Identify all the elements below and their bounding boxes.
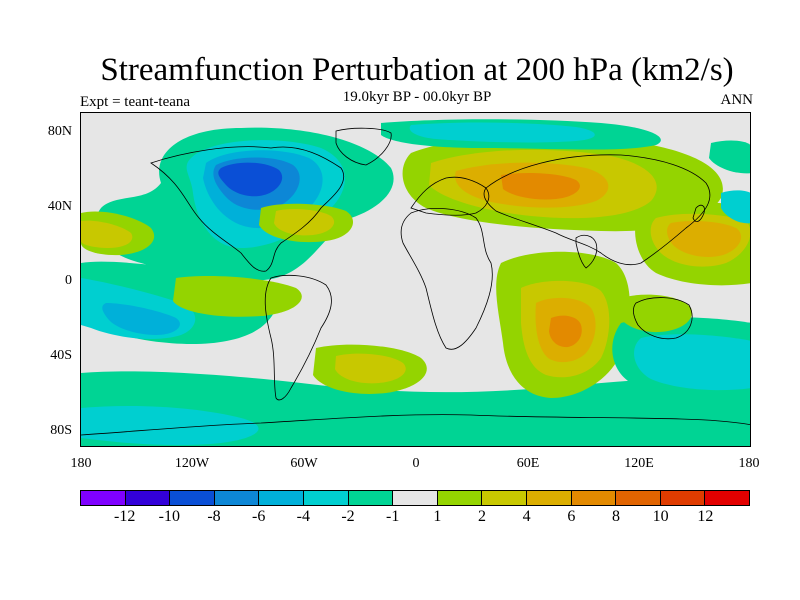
contour-neg1-northeast-pacific xyxy=(709,140,750,174)
contour-pos4-westpacific-east xyxy=(667,220,742,257)
coast-africa xyxy=(400,208,493,350)
lon-label-60e: 60E xyxy=(516,456,540,471)
lat-label-80n: 80N xyxy=(47,124,72,139)
coast-greenland xyxy=(335,127,392,166)
coast-antarctica xyxy=(81,414,750,436)
colorbar-tick-label: -12 xyxy=(113,508,136,525)
colorbar-tick-label: -4 xyxy=(296,508,310,525)
coastlines xyxy=(81,127,750,436)
coast-asia xyxy=(483,154,711,266)
colorbar-box xyxy=(393,491,438,505)
colorbar-box xyxy=(437,491,483,505)
colorbar-box xyxy=(303,491,349,505)
contour-pos1-southatlantic xyxy=(173,276,302,317)
contour-map xyxy=(81,113,750,446)
colorbar-tick-label: 8 xyxy=(612,508,620,525)
colorbar-tick-label: 4 xyxy=(522,508,531,525)
lat-label-0: 0 xyxy=(65,273,72,288)
contour-neg2-east-edge xyxy=(721,190,750,224)
contour-neg4-southpacific xyxy=(102,303,180,335)
colorbar-tick-label: 2 xyxy=(478,508,486,525)
colorbar-box xyxy=(705,491,749,505)
map-plot-area xyxy=(80,112,751,447)
contour-pos2-southatlantic-mid xyxy=(335,353,406,384)
season-label: ANN xyxy=(720,92,754,108)
colorbar-tick-label: 6 xyxy=(567,508,576,525)
coast-japan xyxy=(692,204,705,222)
coast-north-america xyxy=(150,146,344,272)
experiment-label: Expt = teant-teana xyxy=(80,94,191,110)
coast-south-america xyxy=(264,274,332,401)
colorbar-box xyxy=(571,491,617,505)
contour-pos6-eurasia xyxy=(501,172,580,200)
lon-label-180w: 180 xyxy=(70,456,92,471)
colorbar-tick-label: 12 xyxy=(697,508,714,525)
contour-pos2-natlantic xyxy=(274,208,335,236)
colorbar-tick-label: -8 xyxy=(207,508,221,525)
lon-label-0: 0 xyxy=(412,456,420,471)
colorbar-box xyxy=(214,491,260,505)
colorbar-box xyxy=(125,491,171,505)
lon-label-120e: 120E xyxy=(624,456,654,471)
lat-label-80s: 80S xyxy=(50,423,72,438)
map-title: Streamfunction Perturbation at 200 hPa (… xyxy=(100,52,734,88)
colorbar xyxy=(80,490,750,506)
lon-label-180e: 180 xyxy=(738,456,760,471)
colorbar-tick-label: -2 xyxy=(341,508,355,525)
colorbar-box xyxy=(482,491,527,505)
colorbar-box xyxy=(348,491,394,505)
colorbar-tick-label: -10 xyxy=(158,508,180,525)
colorbar-tick-label: 1 xyxy=(433,508,442,525)
contour-neg2-southern xyxy=(81,406,259,446)
lon-label-60w: 60W xyxy=(290,456,318,471)
contour-pos6-indian xyxy=(549,315,582,348)
colorbar-tick-label: -6 xyxy=(251,508,266,525)
contour-neg2-southpacific-east xyxy=(634,334,750,391)
contour-pos2-westpacific xyxy=(81,220,133,248)
contour-fills xyxy=(81,119,750,446)
colorbar-box xyxy=(660,491,706,505)
contour-neg2-eastasia xyxy=(409,122,595,143)
lon-label-120w: 120W xyxy=(174,456,210,471)
colorbar-box xyxy=(259,491,304,505)
lat-label-40n: 40N xyxy=(47,199,72,214)
colorbar-box xyxy=(616,491,661,505)
coast-australia xyxy=(633,297,693,340)
colorbar-tick-label: -1 xyxy=(385,508,400,525)
coast-india xyxy=(575,234,598,269)
colorbar-box xyxy=(81,491,126,505)
map-subtitle: 19.0kyr BP - 00.0kyr BP xyxy=(342,89,492,105)
colorbar-box xyxy=(526,491,572,505)
colorbar-tick-label: 10 xyxy=(652,508,669,525)
lat-label-40s: 40S xyxy=(50,348,72,363)
colorbar-box xyxy=(170,491,215,505)
contour-neg8-north xyxy=(218,162,283,197)
